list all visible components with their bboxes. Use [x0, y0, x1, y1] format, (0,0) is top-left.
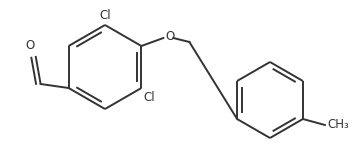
Text: CH₃: CH₃ [327, 119, 349, 131]
Text: O: O [26, 39, 35, 52]
Text: O: O [165, 31, 175, 43]
Text: Cl: Cl [99, 9, 111, 22]
Text: Cl: Cl [143, 91, 155, 104]
